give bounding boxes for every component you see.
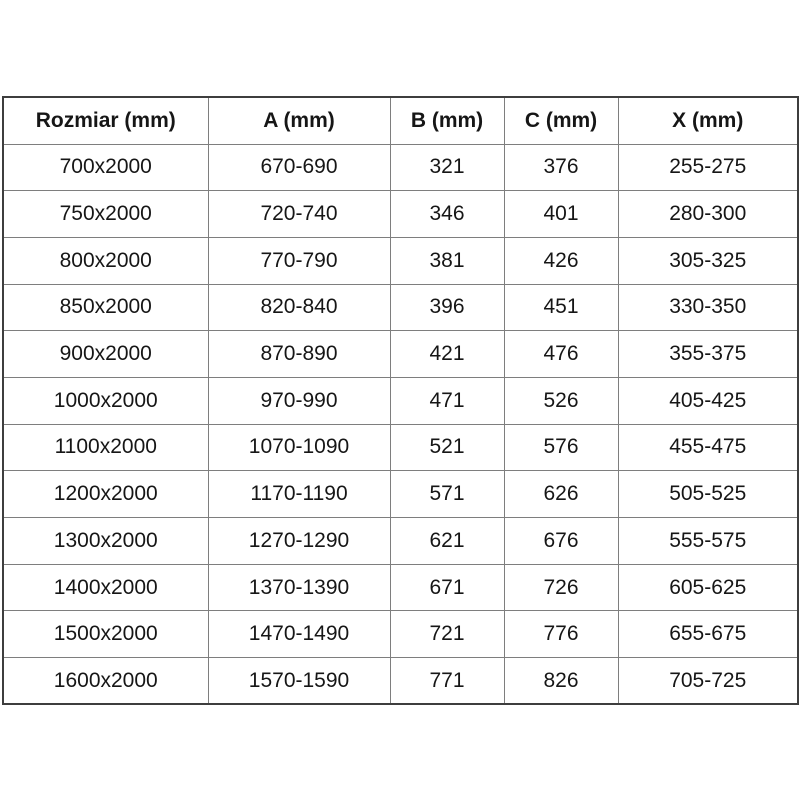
table-cell: 321 xyxy=(389,143,505,192)
table-row: 750x2000 720-740 346 401 280-300 xyxy=(2,190,799,238)
column-header: C (mm) xyxy=(503,96,619,145)
table-cell: 900x2000 xyxy=(2,330,209,378)
table-cell: 526 xyxy=(503,376,619,425)
table-cell: 671 xyxy=(389,563,505,612)
table-cell: 1400x2000 xyxy=(2,563,209,612)
table-cell: 1170-1190 xyxy=(207,470,391,518)
table-row: 1300x2000 1270-1290 621 676 555-575 xyxy=(2,517,799,565)
table-cell: 521 xyxy=(389,423,505,472)
table-header: Rozmiar (mm) A (mm) B (mm) C (mm) X (mm) xyxy=(2,96,799,145)
table-cell: 776 xyxy=(503,610,619,659)
table-cell: 626 xyxy=(503,470,619,518)
table-cell: 771 xyxy=(389,657,505,705)
column-header: Rozmiar (mm) xyxy=(2,96,209,145)
table-row: 700x2000 670-690 321 376 255-275 xyxy=(2,143,799,192)
table-cell: 555-575 xyxy=(617,517,799,565)
table-cell: 396 xyxy=(389,283,505,332)
table-row: 1600x2000 1570-1590 771 826 705-725 xyxy=(2,657,799,705)
table-cell: 405-425 xyxy=(617,376,799,425)
table-cell: 826 xyxy=(503,657,619,705)
table-cell: 471 xyxy=(389,376,505,425)
table-header-row: Rozmiar (mm) A (mm) B (mm) C (mm) X (mm) xyxy=(2,96,799,145)
table-cell: 800x2000 xyxy=(2,236,209,285)
table-cell: 421 xyxy=(389,330,505,378)
table-cell: 1370-1390 xyxy=(207,563,391,612)
table-body: 700x2000 670-690 321 376 255-275 750x2000 720-… xyxy=(2,143,799,705)
table-cell: 346 xyxy=(389,190,505,238)
table-row: 850x2000 820-840 396 451 330-350 xyxy=(2,283,799,332)
column-header: B (mm) xyxy=(389,96,505,145)
table-cell: 401 xyxy=(503,190,619,238)
table-cell: 455-475 xyxy=(617,423,799,472)
dimensions-table: Rozmiar (mm) A (mm) B (mm) C (mm) X (mm) 700… xyxy=(2,96,799,706)
table-cell: 381 xyxy=(389,236,505,285)
table-cell: 476 xyxy=(503,330,619,378)
table-row: 1000x2000 970-990 471 526 405-425 xyxy=(2,376,799,425)
table-cell: 870-890 xyxy=(207,330,391,378)
table-row: 800x2000 770-790 381 426 305-325 xyxy=(2,236,799,285)
table-cell: 700x2000 xyxy=(2,143,209,192)
table-row: 1200x2000 1170-1190 571 626 505-525 xyxy=(2,470,799,518)
table-cell: 720-740 xyxy=(207,190,391,238)
table-cell: 1270-1290 xyxy=(207,517,391,565)
table-cell: 1470-1490 xyxy=(207,610,391,659)
table-cell: 770-790 xyxy=(207,236,391,285)
table-cell: 355-375 xyxy=(617,330,799,378)
table-cell: 451 xyxy=(503,283,619,332)
table-cell: 605-625 xyxy=(617,563,799,612)
table-cell: 1000x2000 xyxy=(2,376,209,425)
table-cell: 670-690 xyxy=(207,143,391,192)
table-cell: 721 xyxy=(389,610,505,659)
dimensions-table-container: Rozmiar (mm) A (mm) B (mm) C (mm) X (mm) 700… xyxy=(2,96,799,706)
table-cell: 376 xyxy=(503,143,619,192)
column-header: X (mm) xyxy=(617,96,799,145)
table-cell: 426 xyxy=(503,236,619,285)
table-cell: 576 xyxy=(503,423,619,472)
table-cell: 970-990 xyxy=(207,376,391,425)
table-cell: 255-275 xyxy=(617,143,799,192)
table-cell: 1300x2000 xyxy=(2,517,209,565)
table-cell: 280-300 xyxy=(617,190,799,238)
table-cell: 655-675 xyxy=(617,610,799,659)
table-cell: 676 xyxy=(503,517,619,565)
column-header: A (mm) xyxy=(207,96,391,145)
table-row: 1400x2000 1370-1390 671 726 605-625 xyxy=(2,563,799,612)
table-cell: 726 xyxy=(503,563,619,612)
table-cell: 1500x2000 xyxy=(2,610,209,659)
table-cell: 1600x2000 xyxy=(2,657,209,705)
table-cell: 330-350 xyxy=(617,283,799,332)
table-cell: 750x2000 xyxy=(2,190,209,238)
table-cell: 571 xyxy=(389,470,505,518)
table-row: 900x2000 870-890 421 476 355-375 xyxy=(2,330,799,378)
table-cell: 850x2000 xyxy=(2,283,209,332)
table-row: 1500x2000 1470-1490 721 776 655-675 xyxy=(2,610,799,659)
table-cell: 505-525 xyxy=(617,470,799,518)
table-cell: 1200x2000 xyxy=(2,470,209,518)
table-cell: 621 xyxy=(389,517,505,565)
table-row: 1100x2000 1070-1090 521 576 455-475 xyxy=(2,423,799,472)
table-cell: 305-325 xyxy=(617,236,799,285)
table-cell: 705-725 xyxy=(617,657,799,705)
table-cell: 1100x2000 xyxy=(2,423,209,472)
table-cell: 820-840 xyxy=(207,283,391,332)
table-cell: 1070-1090 xyxy=(207,423,391,472)
table-cell: 1570-1590 xyxy=(207,657,391,705)
